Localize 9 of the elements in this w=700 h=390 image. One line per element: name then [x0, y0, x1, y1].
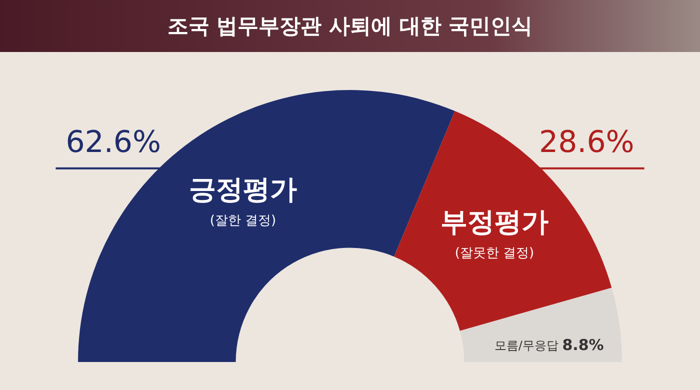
- slice-label: 긍정평가: [188, 174, 297, 206]
- chart-title: 조국 법무부장관 사퇴에 대한 국민인식: [0, 0, 700, 52]
- text: (잘한 결정): [210, 214, 276, 229]
- text: (잘못한 결정): [454, 246, 534, 262]
- slice-label: 부정평가: [440, 206, 548, 238]
- data-label: 8.8%: [562, 336, 604, 354]
- data-label: 62.6%: [66, 125, 162, 160]
- data-label: 28.6%: [538, 125, 634, 160]
- slice-label: 모름/무응답: [494, 338, 562, 352]
